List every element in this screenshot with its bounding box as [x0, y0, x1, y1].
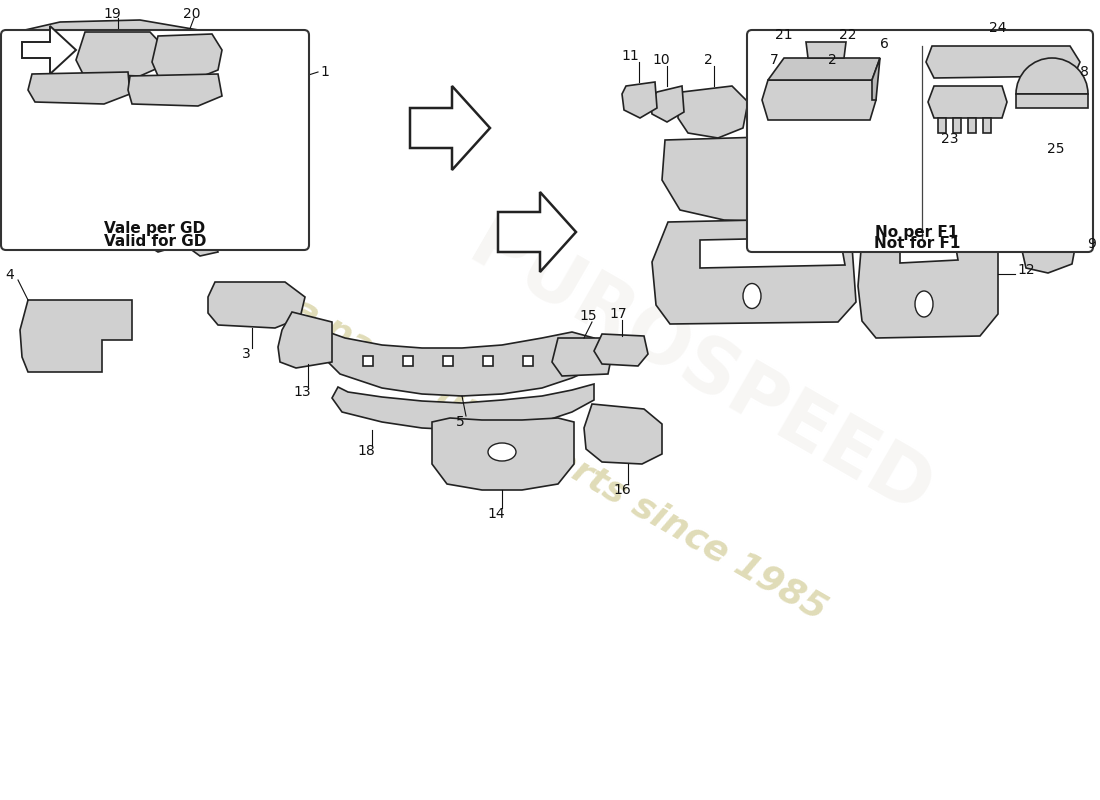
- Polygon shape: [28, 72, 130, 104]
- Text: 15: 15: [580, 309, 597, 323]
- Text: 2: 2: [704, 53, 713, 67]
- Polygon shape: [872, 58, 880, 100]
- Polygon shape: [498, 192, 576, 272]
- Text: 5: 5: [455, 415, 464, 429]
- Text: No per F1: No per F1: [876, 225, 958, 239]
- Polygon shape: [332, 384, 594, 430]
- Text: 2: 2: [827, 53, 836, 67]
- Polygon shape: [278, 312, 332, 368]
- Wedge shape: [1016, 58, 1088, 94]
- Polygon shape: [22, 26, 76, 74]
- Polygon shape: [621, 82, 657, 118]
- Polygon shape: [584, 404, 662, 464]
- Polygon shape: [808, 86, 864, 136]
- Text: 11: 11: [621, 49, 639, 63]
- Polygon shape: [76, 46, 122, 78]
- Text: 4: 4: [6, 268, 13, 282]
- Text: 9: 9: [1087, 237, 1096, 251]
- Text: PUROSPEED: PUROSPEED: [456, 208, 944, 532]
- Polygon shape: [443, 356, 453, 366]
- Text: 23: 23: [942, 132, 959, 146]
- Text: 24: 24: [989, 21, 1006, 35]
- Polygon shape: [432, 418, 574, 490]
- Polygon shape: [363, 356, 373, 366]
- Text: Valid for GD: Valid for GD: [103, 234, 206, 249]
- Polygon shape: [953, 118, 961, 133]
- Polygon shape: [858, 200, 998, 338]
- Text: 14: 14: [487, 507, 505, 521]
- Polygon shape: [189, 238, 218, 256]
- Polygon shape: [403, 356, 412, 366]
- Polygon shape: [208, 282, 305, 328]
- Text: 12: 12: [1018, 263, 1035, 277]
- Polygon shape: [968, 118, 976, 133]
- Text: 16: 16: [613, 483, 631, 497]
- Polygon shape: [594, 334, 648, 366]
- Text: 6: 6: [880, 37, 889, 51]
- Polygon shape: [768, 58, 880, 80]
- Polygon shape: [48, 103, 85, 132]
- Polygon shape: [938, 118, 946, 133]
- Polygon shape: [522, 356, 534, 366]
- Polygon shape: [652, 218, 856, 324]
- Text: Vale per GD: Vale per GD: [104, 221, 206, 235]
- Text: 17: 17: [609, 307, 627, 321]
- Text: 25: 25: [1047, 142, 1065, 156]
- Text: Not for F1: Not for F1: [873, 237, 960, 251]
- Text: 8: 8: [1080, 65, 1089, 79]
- Polygon shape: [926, 46, 1080, 78]
- Ellipse shape: [915, 291, 933, 317]
- Polygon shape: [8, 20, 272, 250]
- Polygon shape: [20, 300, 132, 372]
- Polygon shape: [747, 86, 814, 124]
- Polygon shape: [1022, 94, 1078, 177]
- Polygon shape: [63, 164, 100, 193]
- Polygon shape: [552, 338, 612, 376]
- Text: 13: 13: [294, 385, 311, 399]
- Polygon shape: [116, 118, 150, 148]
- Polygon shape: [662, 134, 868, 222]
- Text: 3: 3: [242, 347, 251, 361]
- Polygon shape: [857, 68, 918, 118]
- Polygon shape: [152, 34, 222, 78]
- Ellipse shape: [742, 283, 761, 309]
- Polygon shape: [1021, 206, 1078, 273]
- FancyBboxPatch shape: [1, 30, 309, 250]
- Polygon shape: [152, 52, 198, 82]
- FancyBboxPatch shape: [747, 30, 1093, 252]
- Polygon shape: [900, 237, 958, 263]
- Text: 21: 21: [776, 28, 793, 42]
- Polygon shape: [678, 86, 748, 138]
- Polygon shape: [806, 42, 846, 58]
- Polygon shape: [145, 232, 175, 252]
- Text: a passionate parts since 1985: a passionate parts since 1985: [287, 293, 833, 627]
- Polygon shape: [76, 32, 164, 76]
- Polygon shape: [128, 74, 222, 106]
- Ellipse shape: [488, 443, 516, 461]
- Polygon shape: [483, 356, 493, 366]
- Text: 18: 18: [358, 444, 375, 458]
- Text: 20: 20: [184, 7, 200, 21]
- Polygon shape: [928, 86, 1006, 118]
- Polygon shape: [328, 332, 598, 396]
- Polygon shape: [983, 118, 991, 133]
- Text: 1: 1: [320, 65, 329, 79]
- Polygon shape: [700, 237, 845, 268]
- Text: 19: 19: [103, 7, 121, 21]
- Text: 7: 7: [770, 53, 779, 67]
- Polygon shape: [650, 86, 684, 122]
- Polygon shape: [762, 80, 876, 120]
- Polygon shape: [410, 86, 490, 170]
- Text: 10: 10: [652, 53, 670, 67]
- Polygon shape: [1016, 94, 1088, 108]
- Text: 22: 22: [839, 28, 857, 42]
